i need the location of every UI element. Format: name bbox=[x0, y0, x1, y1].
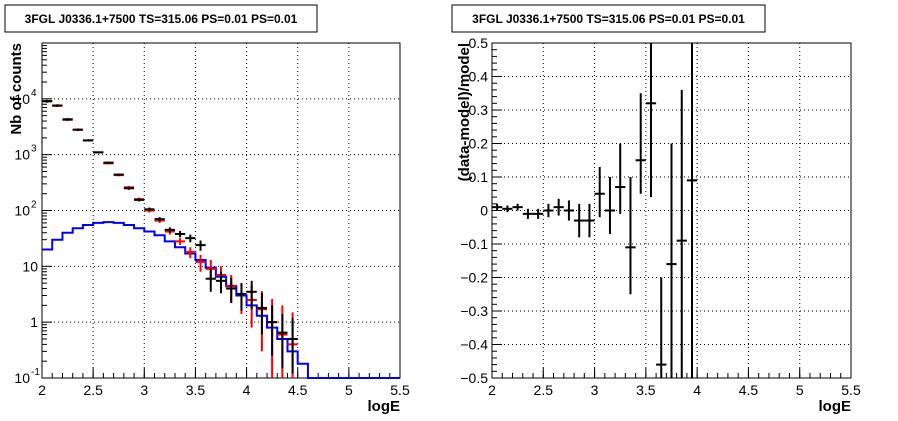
y-axis-label: Nb of counts bbox=[8, 43, 25, 135]
y-tick-label: 10 bbox=[22, 258, 38, 274]
black-data-point bbox=[492, 203, 503, 211]
black-data-point bbox=[512, 203, 523, 211]
black-data-point bbox=[113, 173, 124, 176]
y-tick-label: −0.3 bbox=[460, 303, 488, 319]
x-tick-label: 5.5 bbox=[390, 382, 410, 398]
y-tick-label: −0.4 bbox=[460, 337, 488, 353]
x-tick-label: 3 bbox=[591, 382, 599, 398]
x-tick-label: 2.5 bbox=[534, 382, 554, 398]
black-data-point bbox=[82, 139, 94, 142]
black-data-point bbox=[502, 205, 513, 213]
y-tick-label: 0.1 bbox=[469, 169, 489, 185]
black-data-point bbox=[134, 198, 145, 202]
y-axis-label: (data-model)/model bbox=[456, 43, 473, 181]
y-tick-label: 10 bbox=[14, 91, 30, 107]
y-tick-label: 1 bbox=[30, 314, 38, 330]
y-tick-exponent: 4 bbox=[31, 88, 37, 99]
black-data-point bbox=[174, 230, 186, 238]
y-tick-exponent: 3 bbox=[31, 144, 37, 155]
plot-frame bbox=[41, 42, 401, 379]
black-data-point bbox=[72, 128, 83, 132]
black-data-point bbox=[205, 268, 216, 292]
x-tick-label: 4.5 bbox=[288, 382, 308, 398]
y-tick-label: 10 bbox=[14, 147, 30, 163]
x-tick-label: 2.5 bbox=[83, 382, 103, 398]
title-box bbox=[4, 4, 318, 33]
black-data-point bbox=[656, 277, 667, 378]
black-data-point bbox=[553, 198, 564, 216]
plot-title: 3FGL J0336.1+7500 TS=315.06 PS=0.01 PS=0… bbox=[25, 12, 298, 26]
black-data-point bbox=[686, 43, 698, 378]
black-data-point bbox=[62, 118, 73, 121]
red-data-point bbox=[185, 247, 196, 259]
black-data-point bbox=[103, 161, 114, 164]
x-axis-label: logE bbox=[368, 398, 401, 415]
red-data-point bbox=[195, 254, 206, 272]
y-tick-label: 0.2 bbox=[469, 136, 489, 152]
black-data-point bbox=[42, 99, 53, 103]
black-data-point bbox=[533, 208, 544, 219]
x-tick-label: 5.5 bbox=[841, 382, 861, 398]
black-data-point bbox=[123, 186, 135, 190]
black-data-point bbox=[615, 143, 626, 214]
x-tick-label: 2 bbox=[38, 382, 46, 398]
x-tick-label: 3 bbox=[140, 382, 148, 398]
x-tick-label: 5 bbox=[345, 382, 353, 398]
black-data-point bbox=[584, 203, 595, 238]
y-tick-label: 10 bbox=[14, 370, 30, 386]
black-data-point bbox=[563, 200, 575, 221]
y-tick-label: 0 bbox=[480, 203, 488, 219]
y-tick-label: −0.5 bbox=[460, 370, 488, 386]
black-data-point bbox=[574, 203, 585, 238]
plot-title: 3FGL J0336.1+7500 TS=315.06 PS=0.01 PS=0… bbox=[472, 12, 745, 26]
black-data-point bbox=[144, 207, 155, 212]
black-data-point bbox=[246, 280, 257, 310]
black-data-point bbox=[625, 177, 636, 295]
black-data-point bbox=[164, 227, 175, 233]
black-data-point bbox=[185, 234, 196, 243]
black-data-point bbox=[543, 203, 554, 218]
black-data-point bbox=[52, 104, 63, 107]
x-tick-label: 4.5 bbox=[739, 382, 759, 398]
x-tick-label: 5 bbox=[796, 382, 804, 398]
y-tick-exponent: -1 bbox=[31, 367, 40, 378]
y-tick-label: −0.2 bbox=[460, 270, 488, 286]
title-box bbox=[451, 4, 766, 33]
red-data-point bbox=[174, 238, 186, 246]
black-data-point bbox=[522, 208, 534, 219]
y-tick-label: 0.3 bbox=[469, 102, 489, 118]
x-tick-label: 3.5 bbox=[186, 382, 206, 398]
black-data-point bbox=[287, 317, 298, 374]
y-tick-exponent: 2 bbox=[31, 200, 37, 211]
black-data-point bbox=[236, 283, 247, 311]
black-data-point bbox=[594, 166, 605, 218]
x-axis-label: logE bbox=[819, 398, 852, 415]
black-data-point bbox=[604, 177, 616, 234]
y-tick-label: −0.1 bbox=[460, 236, 488, 252]
black-data-point bbox=[154, 217, 165, 222]
black-data-point bbox=[676, 89, 687, 378]
y-tick-label: 10 bbox=[14, 203, 30, 219]
x-tick-label: 4 bbox=[693, 382, 701, 398]
black-data-point bbox=[635, 93, 646, 194]
x-tick-label: 2 bbox=[488, 382, 496, 398]
y-tick-label: 0.4 bbox=[469, 69, 489, 85]
black-data-point bbox=[645, 43, 657, 198]
x-tick-label: 3.5 bbox=[636, 382, 656, 398]
black-data-point bbox=[277, 314, 288, 369]
black-data-point bbox=[195, 240, 206, 251]
black-data-point bbox=[256, 293, 268, 335]
y-tick-label: 0.5 bbox=[469, 35, 489, 51]
black-data-point bbox=[666, 143, 677, 378]
black-data-point bbox=[267, 305, 278, 356]
black-data-point bbox=[226, 277, 237, 304]
plot-panel-2: 2 2.5 3 3.5 4 4.5 5 5.5 −0.5 −0.4 −0.3 −0.2 −0.1 0 0.1… bbox=[451, 4, 861, 415]
x-tick-label: 4 bbox=[243, 382, 251, 398]
black-data-point bbox=[93, 151, 104, 154]
black-data-point bbox=[215, 271, 227, 294]
